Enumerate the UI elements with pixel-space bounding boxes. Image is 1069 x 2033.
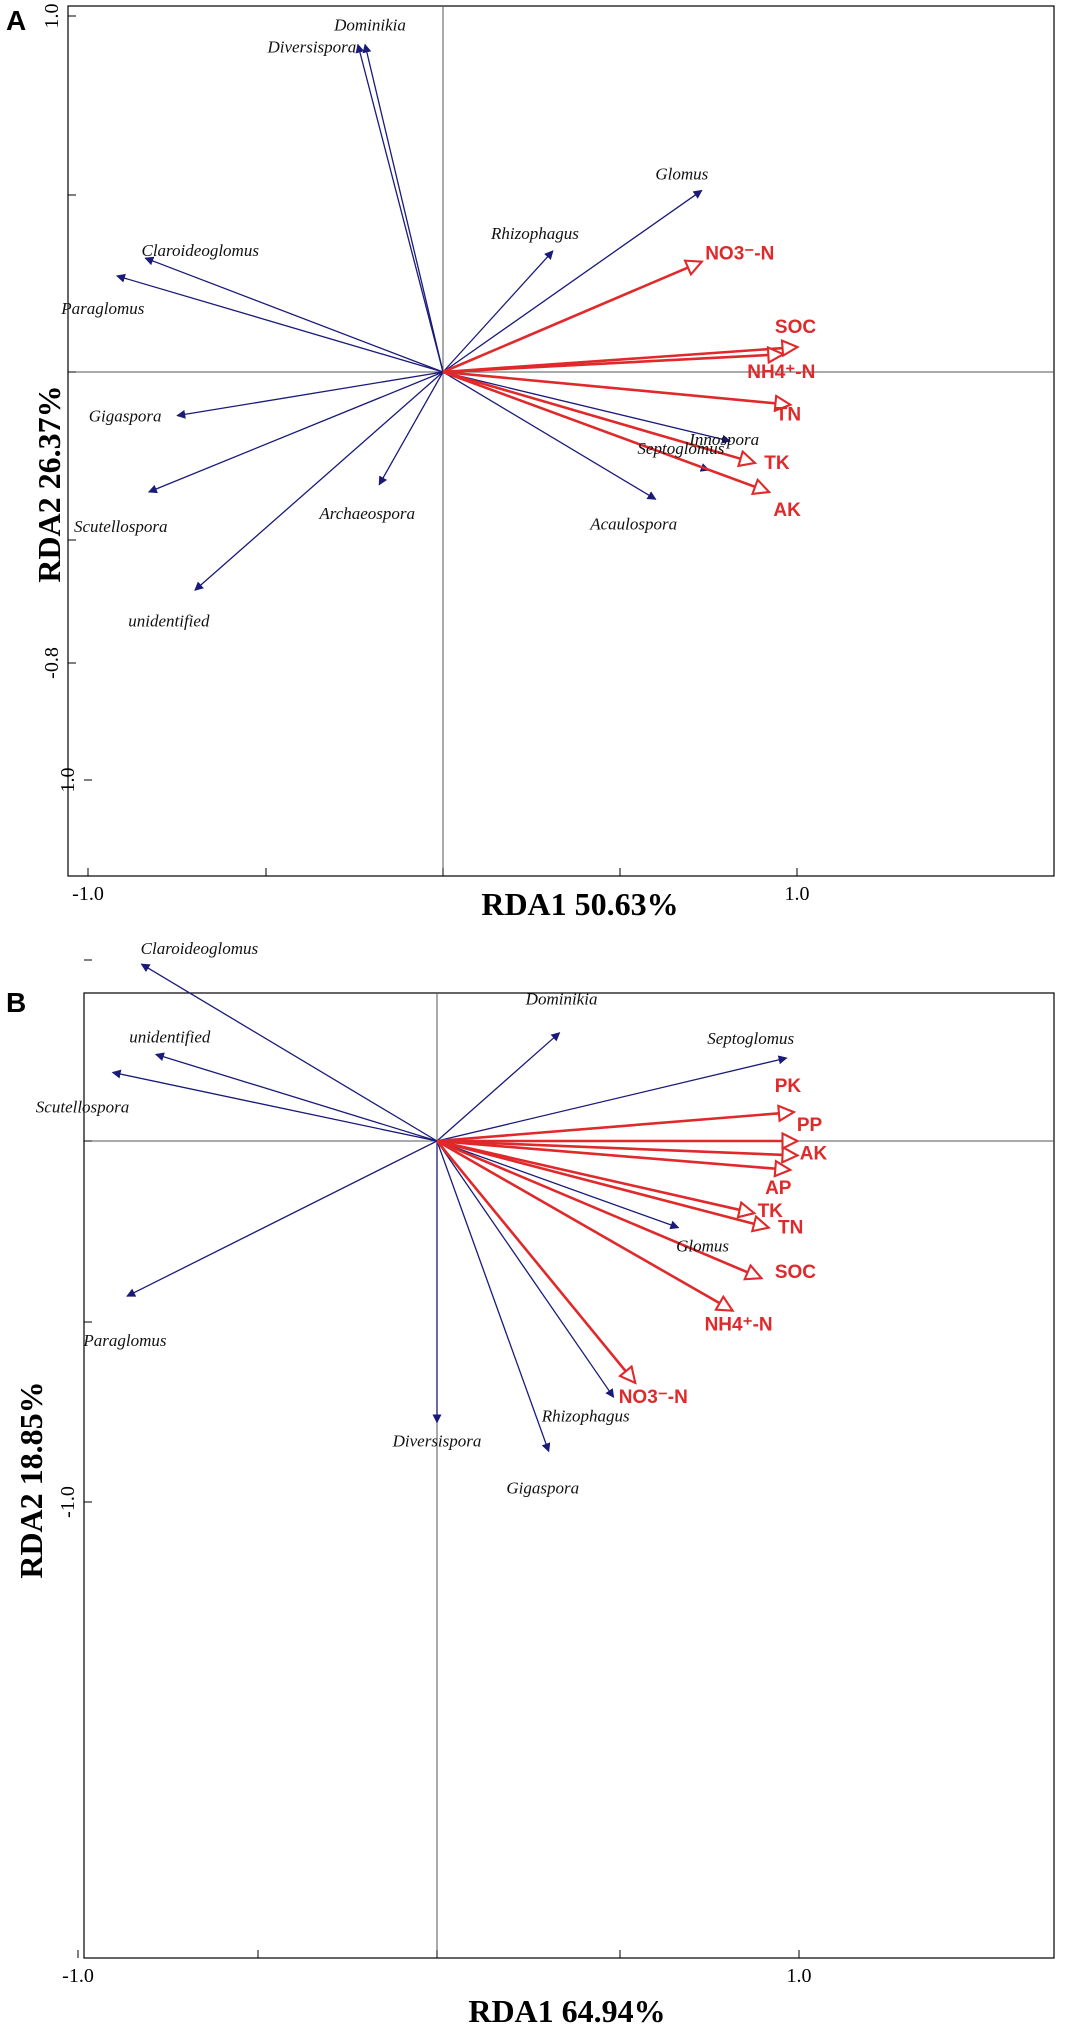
y-tick-label: 1.0 bbox=[57, 768, 79, 793]
env-arrow-ap bbox=[436, 1139, 790, 1170]
species-arrow-acaulospora bbox=[442, 371, 657, 500]
panel-a: A -1.0 1.0 1.0 -0.8 Dominikia Diversispora Gl… bbox=[6, 4, 1055, 922]
env-label-pp: PP bbox=[797, 1115, 823, 1136]
species-arrow-diversispora bbox=[355, 43, 444, 373]
env-label-ak: AK bbox=[773, 500, 801, 521]
species-arrow-rhizophagus bbox=[436, 1140, 615, 1399]
species-label-acaulospora: Acaulospora bbox=[589, 514, 677, 533]
species-arrow-septoglomus bbox=[436, 1055, 788, 1142]
species-label-innospora: Innospora bbox=[688, 430, 759, 449]
env-arrow-tk bbox=[436, 1139, 754, 1213]
species-label-paraglomus: Paraglomus bbox=[82, 1331, 167, 1350]
env-label-nh4-n: NH4⁺-N bbox=[747, 362, 815, 383]
panel-b: B -1.0 1.0 1.0 -1.0 Claroideoglomus unidenti… bbox=[6, 768, 1055, 2029]
y-tick-label: -1.0 bbox=[57, 1486, 79, 1518]
env-label-no3-n: NO3⁻-N bbox=[619, 1387, 688, 1408]
env-label-ap: AP bbox=[765, 1178, 792, 1199]
env-arrow-nh4-n bbox=[436, 1139, 733, 1311]
env-arrow-pk bbox=[436, 1112, 794, 1143]
species-arrow-gigaspora bbox=[176, 371, 444, 419]
species-arrow-dominikia bbox=[436, 1032, 561, 1142]
species-arrow-dominikia bbox=[362, 43, 444, 373]
panel-a-label: A bbox=[6, 5, 26, 36]
species-arrow-glomus bbox=[436, 1140, 680, 1230]
species-label-claroideoglomus: Claroideoglomus bbox=[141, 939, 259, 958]
species-label-septoglomus: Septoglomus bbox=[637, 439, 724, 458]
env-label-soc: SOC bbox=[775, 317, 816, 338]
env-label-no3-n: NO3⁻-N bbox=[705, 244, 774, 265]
species-arrow-paraglomus bbox=[126, 1140, 438, 1297]
species-arrow-unidentified bbox=[194, 371, 444, 591]
species-arrow-scutellospora bbox=[147, 371, 444, 494]
x-tick-label: 1.0 bbox=[787, 1965, 812, 1987]
panel-b-ylabel: RDA2 18.85% bbox=[13, 1381, 49, 1578]
species-label-gigaspora: Gigaspora bbox=[506, 1478, 579, 1497]
species-arrow-scutellospora bbox=[111, 1069, 438, 1142]
env-arrow-ak bbox=[442, 370, 769, 492]
env-arrow-tn bbox=[436, 1139, 769, 1228]
panel-b-label: B bbox=[6, 987, 26, 1018]
env-label-nh4-n: NH4⁺-N bbox=[705, 1315, 773, 1336]
species-label-rhizophagus: Rhizophagus bbox=[541, 1406, 630, 1425]
species-label-rhizophagus: Rhizophagus bbox=[490, 224, 579, 243]
species-label-claroideoglomus: Claroideoglomus bbox=[142, 241, 260, 260]
panel-a-frame bbox=[67, 5, 1055, 877]
species-label-septoglomus: Septoglomus bbox=[707, 1029, 794, 1048]
panel-a-xlabel: RDA1 50.63% bbox=[481, 886, 678, 922]
species-label-diversispora: Diversispora bbox=[267, 37, 357, 56]
env-label-tk: TK bbox=[758, 1201, 784, 1222]
species-arrow-paraglomus bbox=[115, 273, 444, 373]
env-arrow-tk bbox=[442, 370, 755, 463]
panel-b-xlabel: RDA1 64.94% bbox=[468, 1993, 665, 2029]
env-label-tn: TN bbox=[776, 405, 801, 426]
species-label-gigaspora: Gigaspora bbox=[89, 407, 162, 426]
species-label-archaeospora: Archaeospora bbox=[318, 504, 415, 523]
env-arrow-nh4-n bbox=[442, 354, 783, 374]
env-arrow-no3-n bbox=[435, 1140, 635, 1383]
species-label-dominikia: Dominikia bbox=[333, 15, 406, 34]
species-label-scutellospora: Scutellospora bbox=[74, 517, 168, 536]
species-label-paraglomus: Paraglomus bbox=[60, 299, 145, 318]
species-arrow-innospora bbox=[442, 371, 732, 444]
species-arrow-rhizophagus bbox=[442, 250, 554, 373]
x-tick-label: 1.0 bbox=[785, 883, 810, 905]
env-arrow-tn bbox=[442, 370, 790, 405]
env-label-ak: AK bbox=[800, 1143, 828, 1164]
species-label-unidentified: unidentified bbox=[129, 1027, 211, 1046]
species-arrow-archaeospora bbox=[378, 371, 444, 486]
env-label-tk: TK bbox=[764, 453, 790, 474]
env-label-tn: TN bbox=[778, 1218, 803, 1239]
env-arrow-no3-n bbox=[442, 262, 702, 374]
species-label-diversispora: Diversispora bbox=[392, 1432, 482, 1451]
species-arrow-claroideoglomus bbox=[140, 963, 438, 1142]
y-tick-label: -0.8 bbox=[41, 647, 63, 679]
species-label-dominikia: Dominikia bbox=[525, 990, 598, 1009]
env-arrow-ak bbox=[436, 1139, 798, 1155]
env-label-soc: SOC bbox=[775, 1262, 816, 1283]
species-label-unidentified: unidentified bbox=[128, 611, 210, 630]
x-tick-label: -1.0 bbox=[72, 883, 104, 905]
env-arrow-soc bbox=[436, 1139, 761, 1278]
env-label-pk: PK bbox=[775, 1076, 802, 1097]
panel-b-frame bbox=[83, 992, 1055, 1959]
species-arrow-unidentified bbox=[154, 1052, 438, 1142]
species-label-scutellospora: Scutellospora bbox=[36, 1097, 130, 1116]
species-arrow-glomus bbox=[442, 189, 703, 373]
x-tick-label: -1.0 bbox=[62, 1965, 94, 1987]
species-label-glomus: Glomus bbox=[676, 1237, 729, 1256]
species-label-glomus: Glomus bbox=[655, 164, 708, 183]
y-tick-label: 1.0 bbox=[41, 4, 63, 29]
panel-a-ylabel: RDA2 26.37% bbox=[31, 385, 67, 582]
species-arrow-gigaspora bbox=[436, 1140, 551, 1453]
species-arrow-claroideoglomus bbox=[144, 256, 444, 373]
